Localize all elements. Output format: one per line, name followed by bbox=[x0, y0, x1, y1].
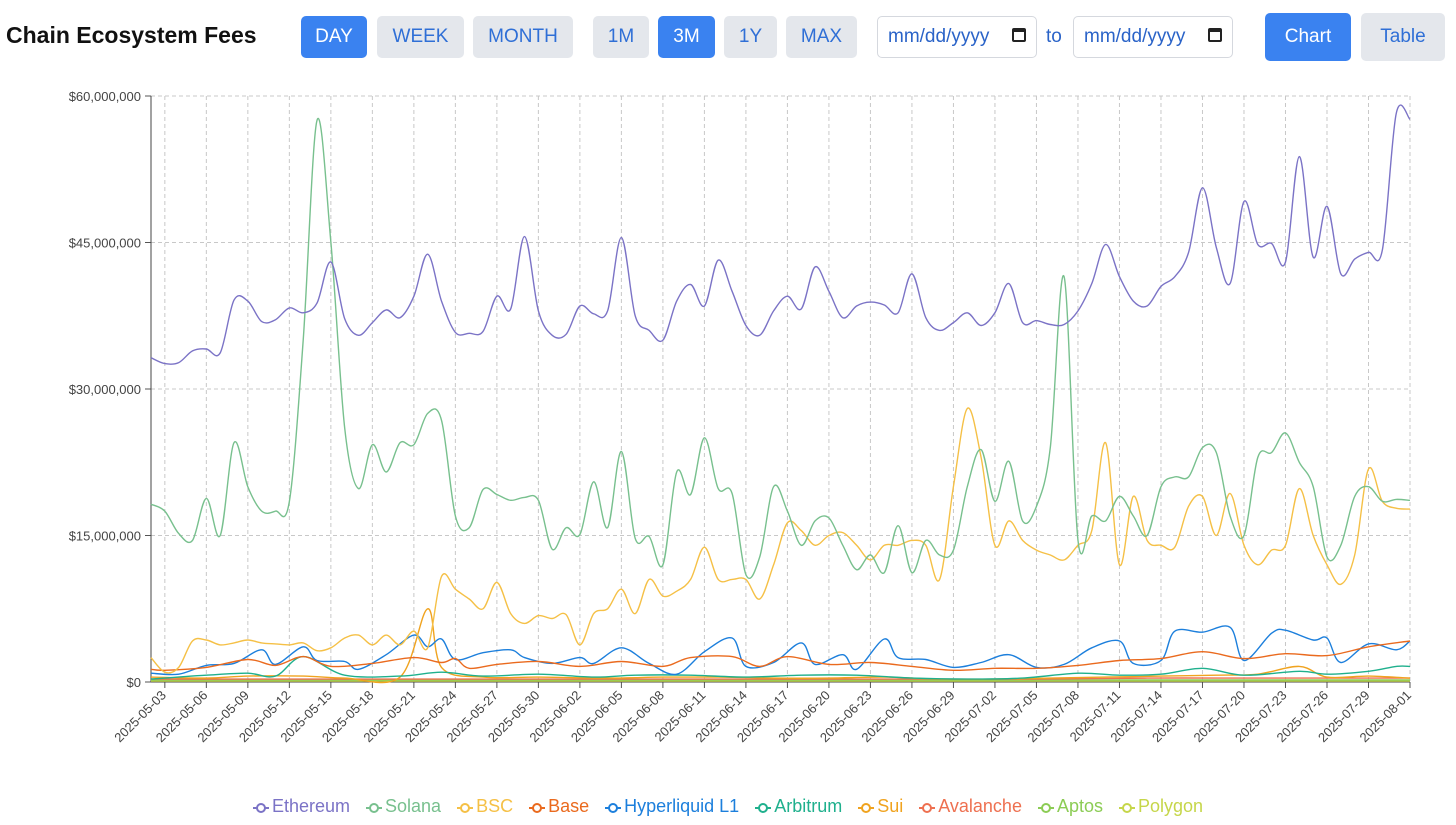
y-tick-label: $60,000,000 bbox=[69, 89, 141, 104]
legend-label: Solana bbox=[385, 796, 442, 816]
legend-item-aptos[interactable]: Aptos bbox=[1037, 796, 1103, 817]
period-week-button[interactable]: WEEK bbox=[377, 16, 464, 58]
y-tick-label: $0 bbox=[127, 675, 141, 690]
legend-label: Arbitrum bbox=[774, 796, 843, 816]
period-month-button[interactable]: MONTH bbox=[473, 16, 573, 58]
legend-marker-icon bbox=[529, 801, 546, 813]
legend-item-polygon[interactable]: Polygon bbox=[1118, 796, 1204, 817]
range-max-button[interactable]: MAX bbox=[786, 16, 857, 58]
legend-marker-icon bbox=[457, 801, 474, 813]
series-line-base bbox=[150, 640, 1411, 672]
calendar-icon[interactable] bbox=[1208, 28, 1222, 42]
legend-label: Hyperliquid L1 bbox=[624, 796, 740, 816]
y-tick-label: $15,000,000 bbox=[69, 529, 141, 544]
date-to-placeholder: mm/dd/yyyy bbox=[1084, 26, 1186, 47]
date-to-input[interactable]: mm/dd/yyyy bbox=[1073, 16, 1233, 58]
legend-item-hyperliquid-l1[interactable]: Hyperliquid L1 bbox=[605, 796, 739, 817]
legend-marker-icon bbox=[858, 801, 875, 813]
series-line-bsc bbox=[150, 407, 1411, 674]
y-tick-label: $30,000,000 bbox=[69, 382, 141, 397]
legend-label: Base bbox=[548, 796, 590, 816]
period-day-button[interactable]: DAY bbox=[301, 16, 367, 58]
y-tick-label: $45,000,000 bbox=[69, 236, 141, 251]
date-range-to-label: to bbox=[1046, 26, 1062, 47]
legend-label: Ethereum bbox=[271, 796, 350, 816]
legend-item-ethereum[interactable]: Ethereum bbox=[252, 796, 350, 817]
calendar-icon[interactable] bbox=[1012, 28, 1026, 42]
legend-marker-icon bbox=[1037, 801, 1054, 813]
series-line-avalanche bbox=[151, 677, 1410, 680]
legend-marker-icon bbox=[366, 801, 382, 813]
series-line-ethereum bbox=[150, 104, 1411, 365]
table-view-button[interactable]: Table bbox=[1361, 13, 1445, 61]
page-title: Chain Ecosystem Fees bbox=[6, 22, 257, 48]
legend-item-avalanche[interactable]: Avalanche bbox=[919, 796, 1022, 817]
legend-marker-icon bbox=[1118, 801, 1135, 813]
series-line-hyperliquid-l1 bbox=[150, 625, 1411, 676]
legend-item-solana[interactable]: Solana bbox=[366, 796, 441, 817]
series-line-arbitrum bbox=[150, 655, 1411, 680]
date-from-input[interactable]: mm/dd/yyyy bbox=[877, 16, 1037, 58]
legend-marker-icon bbox=[252, 801, 269, 813]
legend-item-arbitrum[interactable]: Arbitrum bbox=[755, 796, 842, 817]
legend-marker-icon bbox=[755, 801, 772, 813]
range-3m-button[interactable]: 3M bbox=[658, 16, 715, 58]
series-line-solana bbox=[150, 117, 1411, 580]
legend-item-sui[interactable]: Sui bbox=[858, 796, 903, 817]
legend-marker-icon bbox=[919, 801, 936, 813]
range-1y-button[interactable]: 1Y bbox=[724, 16, 777, 58]
range-1m-button[interactable]: 1M bbox=[593, 16, 649, 58]
legend-label: BSC bbox=[476, 796, 514, 816]
legend-label: Aptos bbox=[1056, 796, 1103, 816]
legend-label: Polygon bbox=[1137, 796, 1204, 816]
chart-view-button[interactable]: Chart bbox=[1265, 13, 1351, 61]
legend-label: Sui bbox=[877, 796, 904, 816]
chart-legend: Ethereum Solana BSC Base Hyperliquid L1 Arbit… bbox=[0, 796, 1456, 817]
legend-item-bsc[interactable]: BSC bbox=[457, 796, 513, 817]
legend-label: Avalanche bbox=[938, 796, 1022, 816]
legend-item-base[interactable]: Base bbox=[529, 796, 589, 817]
fees-line-chart: $0 $15,000,000 $30,000,000 $45,000,000 $60,0… bbox=[69, 89, 1414, 745]
legend-marker-icon bbox=[605, 801, 622, 813]
date-from-placeholder: mm/dd/yyyy bbox=[888, 26, 990, 47]
